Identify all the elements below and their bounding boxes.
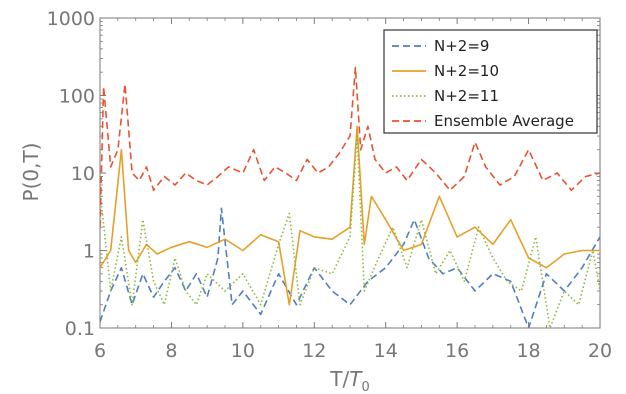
x-tick-label: 20: [588, 340, 612, 362]
legend-label: Ensemble Average: [434, 112, 574, 130]
x-tick-label: 10: [231, 340, 255, 362]
x-tick-label: 14: [374, 340, 398, 362]
legend: N+2=9 N+2=10 N+2=11 Ensemble Average: [383, 29, 598, 134]
series-line-1: [100, 125, 600, 306]
x-tick-label: 6: [94, 340, 106, 362]
y-tick-label: 100: [59, 86, 95, 108]
legend-box: [383, 29, 598, 134]
series-line-3: [100, 66, 600, 228]
legend-label: N+2=10: [434, 62, 499, 80]
legend-label: N+2=9: [434, 37, 489, 55]
y-tick-label: 1: [83, 241, 95, 263]
x-tick-label: 16: [445, 340, 469, 362]
x-tick-label: 8: [165, 340, 177, 362]
y-axis-label: P(0,T): [19, 143, 43, 202]
y-tick-label: 0.1: [65, 318, 95, 340]
y-tick-label: 1000: [47, 8, 95, 30]
x-axis-label: T/T0: [329, 367, 369, 394]
x-tick-label: 18: [516, 340, 540, 362]
x-tick-label: 12: [302, 340, 326, 362]
y-tick-label: 10: [71, 163, 95, 185]
series-line-2: [100, 135, 600, 328]
series-line-0: [100, 207, 600, 328]
legend-label: N+2=11: [434, 87, 499, 105]
